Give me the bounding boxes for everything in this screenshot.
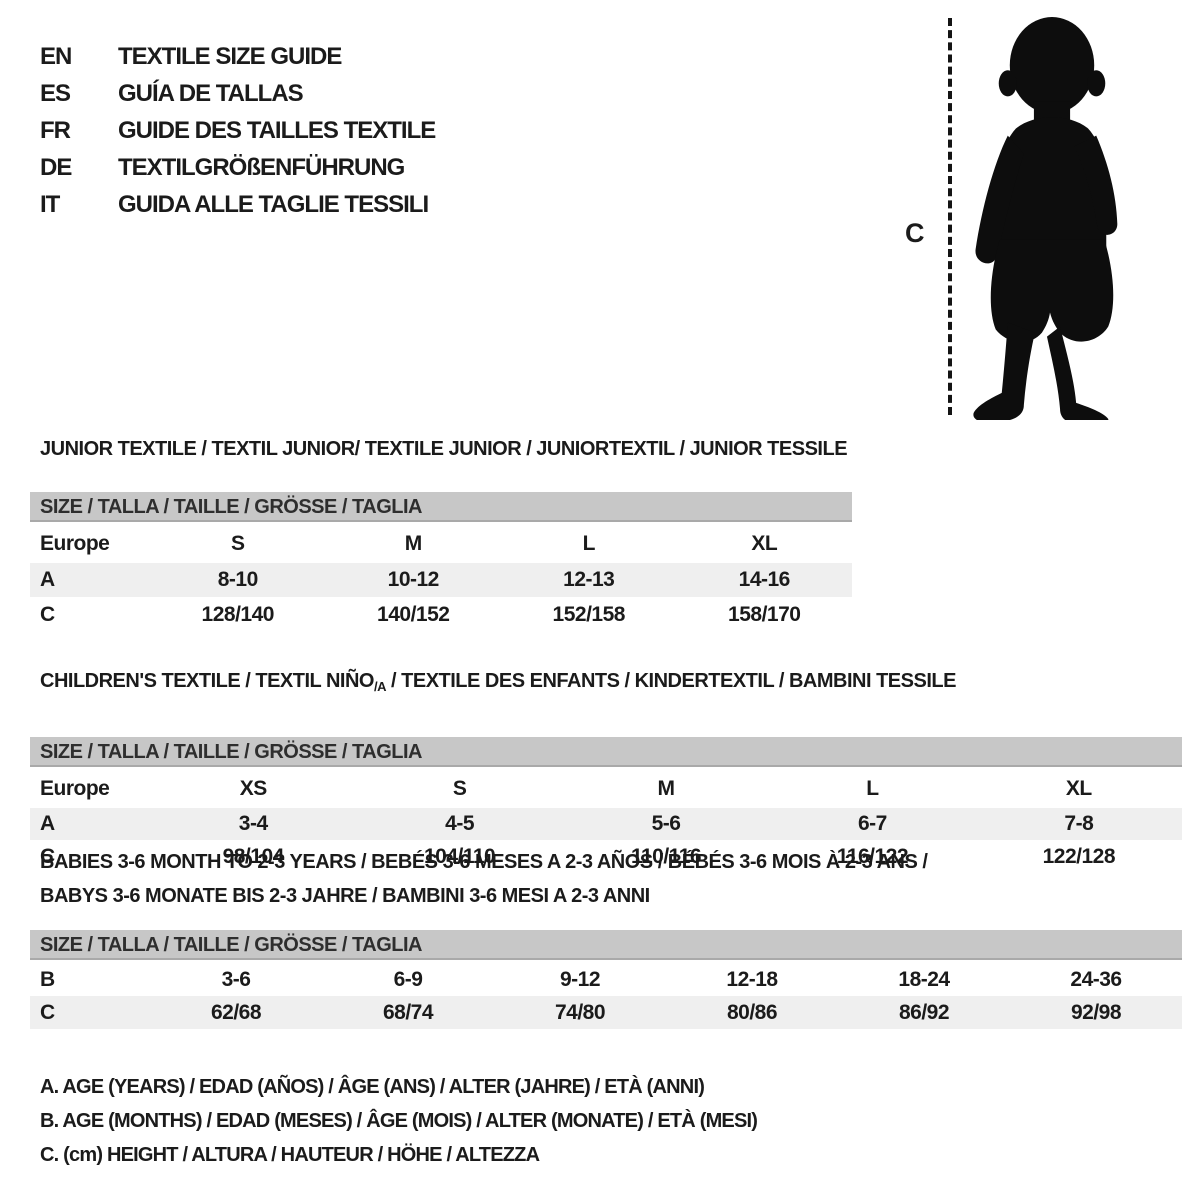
children-size-header: SIZE / TALLA / TAILLE / GRÖSSE / TAGLIA (30, 737, 1182, 767)
guide-title-de: TEXTILGRÖßENFÜHRUNG (118, 153, 405, 181)
guide-title-en: TEXTILE SIZE GUIDE (118, 42, 342, 70)
children-sizes-row: Europe XS S M L XL (30, 770, 1182, 808)
size-cell: XL (751, 532, 778, 555)
language-row-de: DE TEXTILGRÖßENFÜHRUNG (40, 149, 435, 186)
height-cell: 140/152 (377, 603, 450, 626)
height-cell: 80/86 (726, 1000, 778, 1024)
region-label: Europe (40, 532, 110, 555)
row-label: A (40, 568, 55, 591)
age-cell: 4-5 (445, 812, 475, 835)
age-cell: 5-6 (651, 812, 681, 835)
junior-age-row: A 8-10 10-12 12-13 14-16 (30, 563, 852, 597)
height-cell: 110/116 (630, 845, 702, 868)
children-title-text: CHILDREN'S TEXTILE / TEXTIL NIÑO (40, 670, 374, 692)
language-row-fr: FR GUIDE DES TAILLES TEXTILE (40, 112, 436, 149)
babies-section-title-line1: BABIES 3-6 MONTH TO 2-3 YEARS / BEBÉS 3-… (40, 851, 928, 873)
size-cell: L (866, 777, 879, 800)
row-label: C (40, 603, 55, 626)
children-title-subscript: /A (373, 679, 387, 694)
guide-title-it: GUIDA ALLE TAGLIE TESSILI (118, 190, 429, 218)
height-cell: 116/122 (836, 845, 909, 868)
months-cell: 18-24 (898, 967, 950, 991)
children-age-row: A 3-4 4-5 5-6 6-7 7-8 (30, 808, 1182, 840)
region-label: Europe (40, 777, 110, 800)
babies-months-row: B 3-6 6-9 9-12 12-18 18-24 24-36 (30, 963, 1182, 996)
age-cell: 3-4 (238, 812, 268, 835)
height-cell: 122/128 (1042, 845, 1116, 868)
guide-title-fr: GUIDE DES TAILLES TEXTILE (118, 116, 436, 144)
height-cell: 158/170 (728, 603, 801, 626)
toddler-silhouette-icon (973, 17, 1118, 420)
height-cell: 92/98 (1070, 1000, 1122, 1024)
height-cell: 62/68 (210, 1000, 262, 1024)
babies-section-title-line2: BABYS 3-6 MONATE BIS 2-3 JAHRE / BAMBINI… (40, 885, 650, 907)
row-label: C (40, 845, 55, 868)
language-list: EN TEXTILE SIZE GUIDE ES GUÍA DE TALLAS … (40, 38, 436, 223)
junior-size-table: SIZE / TALLA / TAILLE / GRÖSSE / TAGLIA … (30, 492, 852, 633)
height-cell: 68/74 (382, 1000, 434, 1024)
babies-height-row: C 62/68 68/74 74/80 80/86 86/92 92/98 (30, 996, 1182, 1029)
children-height-row: C 98/104 104/110 110/116 116/122 122/128 (30, 840, 1182, 874)
height-cell: 98/104 (222, 845, 285, 868)
row-label: B (40, 967, 55, 991)
height-cell: 128/140 (201, 603, 275, 626)
language-code: EN (40, 42, 72, 70)
junior-height-row: C 128/140 140/152 152/158 158/170 (30, 597, 852, 633)
legend-age-months: B. AGE (MONTHS) / EDAD (MESES) / ÂGE (MO… (40, 1110, 758, 1132)
babies-size-table: SIZE / TALLA / TAILLE / GRÖSSE / TAGLIA … (30, 930, 1182, 1029)
size-cell: S (452, 777, 467, 800)
height-measure-label: C (905, 218, 925, 248)
language-code: DE (40, 153, 72, 181)
size-cell: M (404, 532, 422, 555)
row-label: C (40, 1000, 55, 1024)
babies-size-header: SIZE / TALLA / TAILLE / GRÖSSE / TAGLIA (30, 930, 1182, 960)
children-size-table: SIZE / TALLA / TAILLE / GRÖSSE / TAGLIA … (30, 737, 1182, 874)
children-section-title: CHILDREN'S TEXTILE / TEXTIL NIÑO/A / TEX… (40, 670, 956, 694)
junior-section-title: JUNIOR TEXTILE / TEXTIL JUNIOR/ TEXTILE … (40, 438, 848, 460)
language-row-it: IT GUIDA ALLE TAGLIE TESSILI (40, 186, 435, 223)
language-row-es: ES GUÍA DE TALLAS (40, 75, 435, 112)
months-cell: 12-18 (726, 967, 778, 991)
junior-sizes-row: Europe S M L XL (30, 525, 852, 563)
legend-age-years: A. AGE (YEARS) / EDAD (AÑOS) / ÂGE (ANS)… (40, 1076, 705, 1098)
height-cell: 86/92 (898, 1000, 950, 1024)
size-cell: XL (1065, 777, 1092, 800)
size-cell: S (230, 532, 245, 555)
age-cell: 6-7 (857, 812, 887, 835)
children-title-text: / TEXTILE DES ENFANTS / KINDERTEXTIL / B… (385, 670, 956, 692)
language-code: FR (40, 116, 71, 144)
junior-size-header: SIZE / TALLA / TAILLE / GRÖSSE / TAGLIA (30, 492, 852, 522)
language-code: IT (40, 190, 60, 218)
guide-title-es: GUÍA DE TALLAS (118, 79, 304, 107)
months-cell: 9-12 (559, 967, 601, 991)
age-cell: 14-16 (738, 568, 791, 591)
size-cell: XS (239, 777, 268, 800)
months-cell: 24-36 (1070, 967, 1122, 991)
height-cell: 152/158 (552, 603, 626, 626)
age-cell: 12-13 (563, 568, 615, 591)
row-label: A (40, 812, 55, 835)
age-cell: 7-8 (1064, 812, 1094, 835)
height-measure-dashed-line (948, 18, 952, 415)
height-cell: 74/80 (554, 1000, 606, 1024)
language-code: ES (40, 79, 71, 107)
height-cell: 104/110 (423, 845, 496, 868)
age-cell: 8-10 (217, 568, 259, 591)
months-cell: 3-6 (221, 967, 251, 991)
legend: A. AGE (YEARS) / EDAD (AÑOS) / ÂGE (ANS)… (40, 1070, 758, 1172)
legend-height-cm: C. (cm) HEIGHT / ALTURA / HAUTEUR / HÖHE… (40, 1144, 540, 1166)
age-cell: 10-12 (387, 568, 440, 591)
months-cell: 6-9 (393, 967, 423, 991)
size-cell: M (657, 777, 676, 800)
language-row-en: EN TEXTILE SIZE GUIDE (40, 38, 435, 75)
size-cell: L (582, 532, 596, 555)
